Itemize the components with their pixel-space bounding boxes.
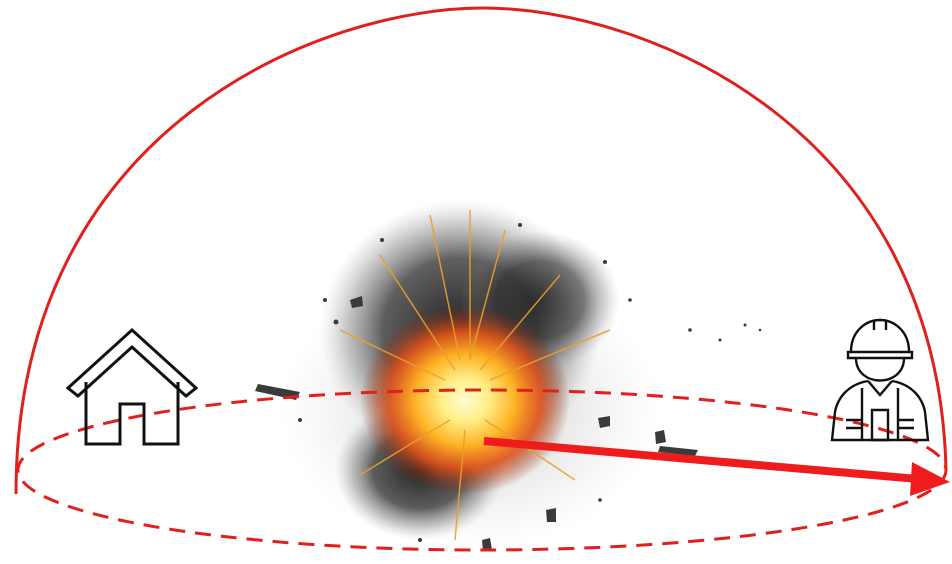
worker-icon <box>830 318 930 442</box>
radius-arrow <box>483 437 950 496</box>
dashed-ellipse-ground <box>16 388 948 552</box>
hemisphere-boundary <box>14 6 948 495</box>
house-icon <box>65 327 199 446</box>
fireball <box>360 305 570 495</box>
sparks <box>339 210 611 541</box>
explosion <box>255 200 762 551</box>
arrow-head <box>910 462 950 496</box>
